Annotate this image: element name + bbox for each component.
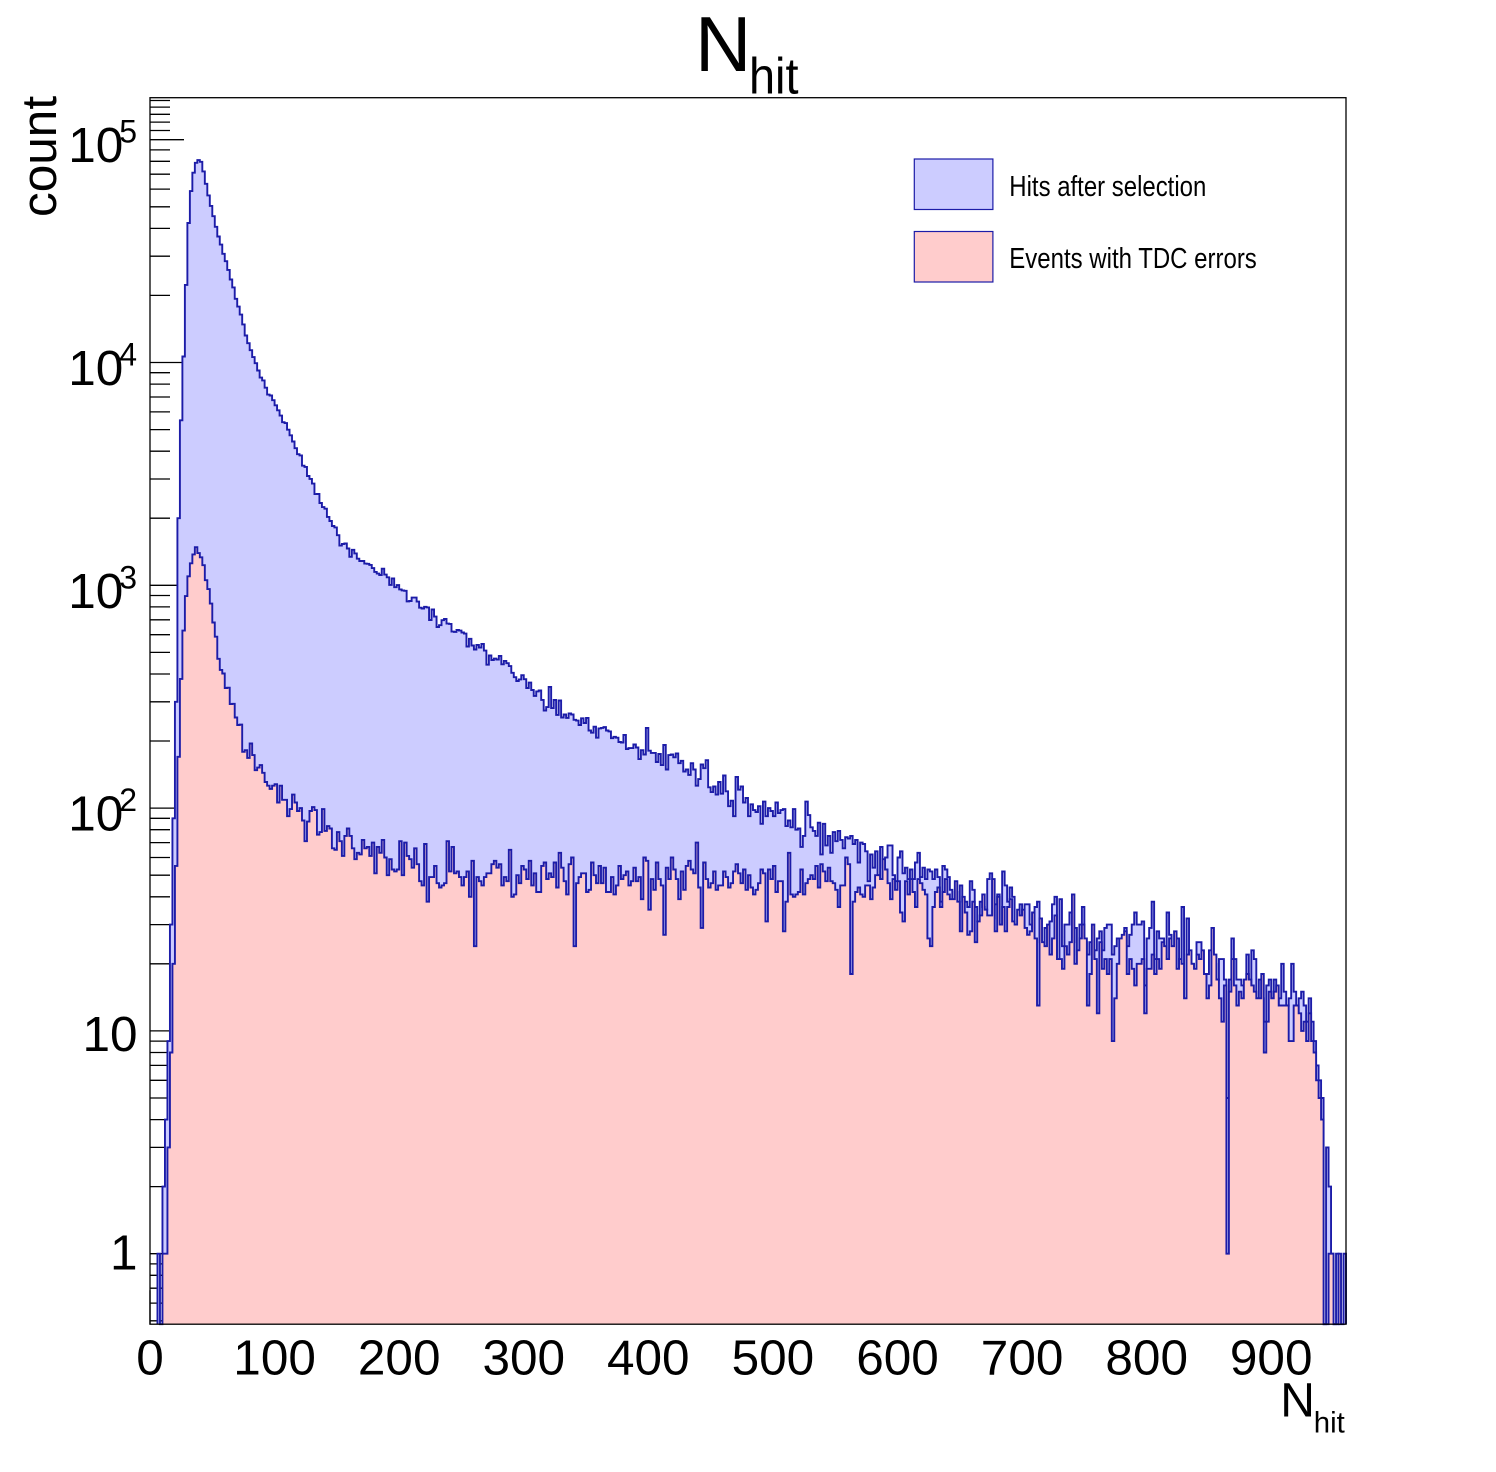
svg-text:N: N — [1280, 1375, 1315, 1428]
svg-text:10: 10 — [68, 118, 123, 173]
svg-text:100: 100 — [233, 1331, 316, 1386]
svg-text:5: 5 — [119, 114, 137, 150]
svg-text:1: 1 — [110, 1226, 138, 1281]
svg-text:10: 10 — [68, 564, 123, 619]
svg-text:500: 500 — [732, 1331, 815, 1386]
svg-text:700: 700 — [981, 1331, 1064, 1386]
svg-text:800: 800 — [1105, 1331, 1188, 1386]
svg-text:10: 10 — [82, 1007, 137, 1062]
svg-text:hit: hit — [749, 48, 799, 105]
svg-text:Hits after selection: Hits after selection — [1009, 171, 1206, 203]
svg-text:10: 10 — [68, 341, 123, 396]
svg-text:300: 300 — [483, 1331, 566, 1386]
svg-text:3: 3 — [119, 559, 137, 595]
svg-text:900: 900 — [1230, 1331, 1313, 1386]
svg-text:Events with TDC errors: Events with TDC errors — [1009, 243, 1257, 275]
svg-text:200: 200 — [358, 1331, 441, 1386]
svg-text:hit: hit — [1314, 1407, 1345, 1440]
svg-text:2: 2 — [119, 782, 137, 818]
svg-text:10: 10 — [68, 787, 123, 842]
svg-text:N: N — [695, 0, 751, 88]
svg-text:400: 400 — [607, 1331, 690, 1386]
svg-text:4: 4 — [119, 337, 137, 373]
svg-text:0: 0 — [136, 1331, 164, 1386]
svg-text:count: count — [12, 96, 67, 217]
svg-text:600: 600 — [856, 1331, 939, 1386]
